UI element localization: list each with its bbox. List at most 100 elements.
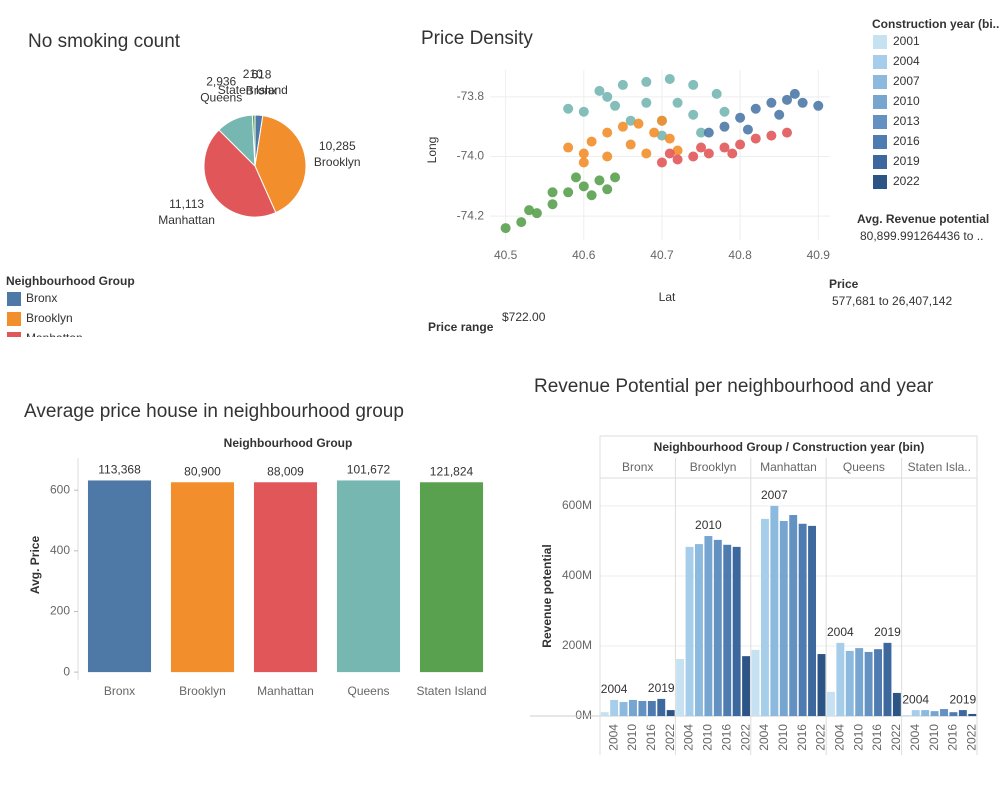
scatter-point [617, 121, 628, 132]
slice-label: Manhattan [158, 213, 215, 227]
bar [911, 710, 920, 717]
x-tick-label: 2016 [870, 724, 884, 751]
x-tick-label: Brooklyn [179, 684, 226, 698]
bar [930, 711, 939, 717]
legend-label: Manhattan [26, 331, 83, 345]
scatter-point [656, 157, 667, 168]
x-tick-label: 2010 [927, 724, 941, 751]
bar-annotation: 2019 [950, 692, 977, 706]
scatter-point [766, 97, 777, 108]
x-tick-label: 2016 [644, 724, 658, 751]
scatter-point [750, 133, 761, 144]
y-tick-label: 600M [562, 498, 592, 512]
x-tick-label: 2016 [795, 724, 809, 751]
scatter-point [742, 124, 753, 135]
scatter-point [641, 97, 652, 108]
slice-label: Queens [200, 90, 242, 104]
bar [770, 505, 779, 717]
x-tick-label: 2004 [757, 724, 771, 751]
scatter-point [524, 205, 535, 216]
panel-label: Bronx [622, 460, 653, 474]
scatter-point [735, 112, 746, 123]
bar [695, 544, 703, 717]
bar [968, 713, 977, 717]
x-tick-label: 2022 [663, 724, 677, 751]
panel-label: Brooklyn [690, 460, 737, 474]
scatter-point [586, 190, 597, 201]
scatter-point [610, 172, 621, 183]
scatter-point [594, 175, 605, 186]
bar-label: 88,009 [267, 464, 304, 478]
filter-value: 577,681 to 26,407,142 [832, 294, 952, 308]
legend-label: 2013 [893, 114, 920, 128]
data-label: 210 [243, 67, 263, 81]
legend-swatch [873, 155, 887, 169]
legend-swatch [873, 35, 887, 49]
legend-label: 2004 [893, 54, 920, 68]
filter-value: $722.00 [502, 310, 546, 324]
legend: Bronx Brooklyn Manhattan Queens Staten Islan… [7, 291, 83, 365]
legend-label: 2022 [893, 174, 920, 188]
x-tick-label: Staten Island [416, 684, 486, 698]
x-tick-label: 40.8 [728, 248, 752, 262]
scatter-point [664, 73, 675, 84]
x-tick-label: 2010 [776, 724, 790, 751]
legend-title: Neighbourhood Group [6, 274, 135, 288]
bar [864, 651, 873, 717]
scatter-point [719, 121, 730, 132]
y-tick-label: 400 [50, 543, 70, 557]
bar [845, 650, 854, 717]
x-tick-label: 2004 [682, 724, 696, 751]
y-axis-title: Avg. Price [28, 536, 42, 595]
slice-label: Brooklyn [314, 155, 361, 169]
x-tick-label: 2016 [946, 724, 960, 751]
scatter-point [813, 100, 824, 111]
bar [958, 710, 967, 717]
legend-swatch [7, 312, 21, 326]
legend-label: 2016 [893, 134, 920, 148]
slice-label: Bronx [246, 83, 277, 97]
x-tick-label: Bronx [104, 684, 135, 698]
scatter-point [516, 217, 527, 228]
legend-label: Queens [26, 351, 68, 365]
bar [760, 518, 769, 717]
bar-label: 80,900 [184, 464, 221, 478]
x-tick-label: 2022 [814, 724, 828, 751]
legend-title: Construction year (bi... [872, 17, 1000, 31]
scatter-point [641, 148, 652, 159]
y-tick-label: 200 [50, 604, 70, 618]
y-tick-label: 600 [50, 482, 70, 496]
x-tick-label: Manhattan [257, 684, 314, 698]
scatter-point [563, 142, 574, 153]
bar [713, 539, 722, 717]
header: Neighbourhood Group [224, 436, 353, 450]
scatter-point [688, 79, 699, 90]
x-tick-label: 40.6 [572, 248, 596, 262]
legend-label: 2019 [893, 154, 920, 168]
bar [798, 523, 807, 717]
x-tick-label: 40.9 [807, 248, 831, 262]
scatter-point [625, 139, 636, 150]
scatter-point [672, 154, 683, 165]
x-tick-label: 2004 [833, 724, 847, 751]
legend-label: 2001 [893, 34, 920, 48]
scatter-point [602, 91, 613, 102]
header: Neighbourhood Group / Construction year … [654, 440, 925, 454]
x-tick-label: 40.7 [650, 248, 674, 262]
pie-slice [251, 114, 256, 167]
header-frame [599, 435, 978, 479]
bar [817, 654, 826, 717]
legend-swatch [873, 115, 887, 129]
chart-title: Revenue Potential per neighbourhood and … [534, 376, 934, 397]
legend-label: 2007 [893, 74, 920, 88]
bar [779, 520, 788, 717]
data-label: 11,113 [169, 197, 204, 211]
scatter-point [563, 187, 574, 198]
scatter-point [610, 100, 621, 111]
scatter-point [711, 88, 722, 99]
x-tick-label: 2022 [964, 724, 978, 751]
scatter-point [735, 139, 746, 150]
scatter-point [766, 130, 777, 141]
y-axis-title: Revenue potential [540, 544, 554, 647]
